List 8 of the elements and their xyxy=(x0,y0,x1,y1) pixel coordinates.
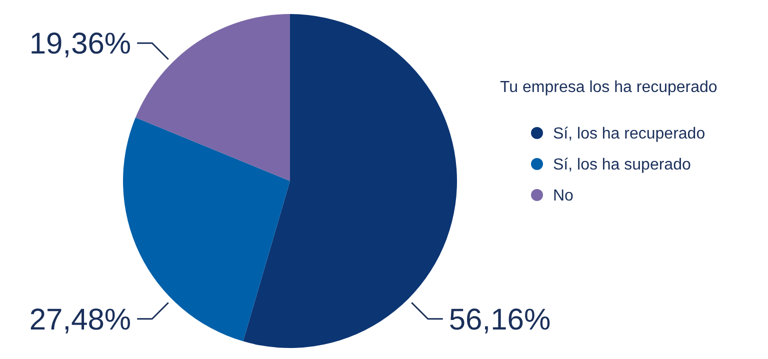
data-label: 27,48% xyxy=(29,303,132,336)
legend-label: Sí, los ha superado xyxy=(553,156,691,174)
legend-label: No xyxy=(553,188,574,205)
legend-title: Tu empresa los ha recuperado xyxy=(500,79,718,96)
data-label: 19,36% xyxy=(29,28,132,61)
legend-label: Sí, los ha recuperado xyxy=(553,126,706,143)
pie-slice xyxy=(136,14,290,181)
data-label: 56,16% xyxy=(448,303,551,336)
